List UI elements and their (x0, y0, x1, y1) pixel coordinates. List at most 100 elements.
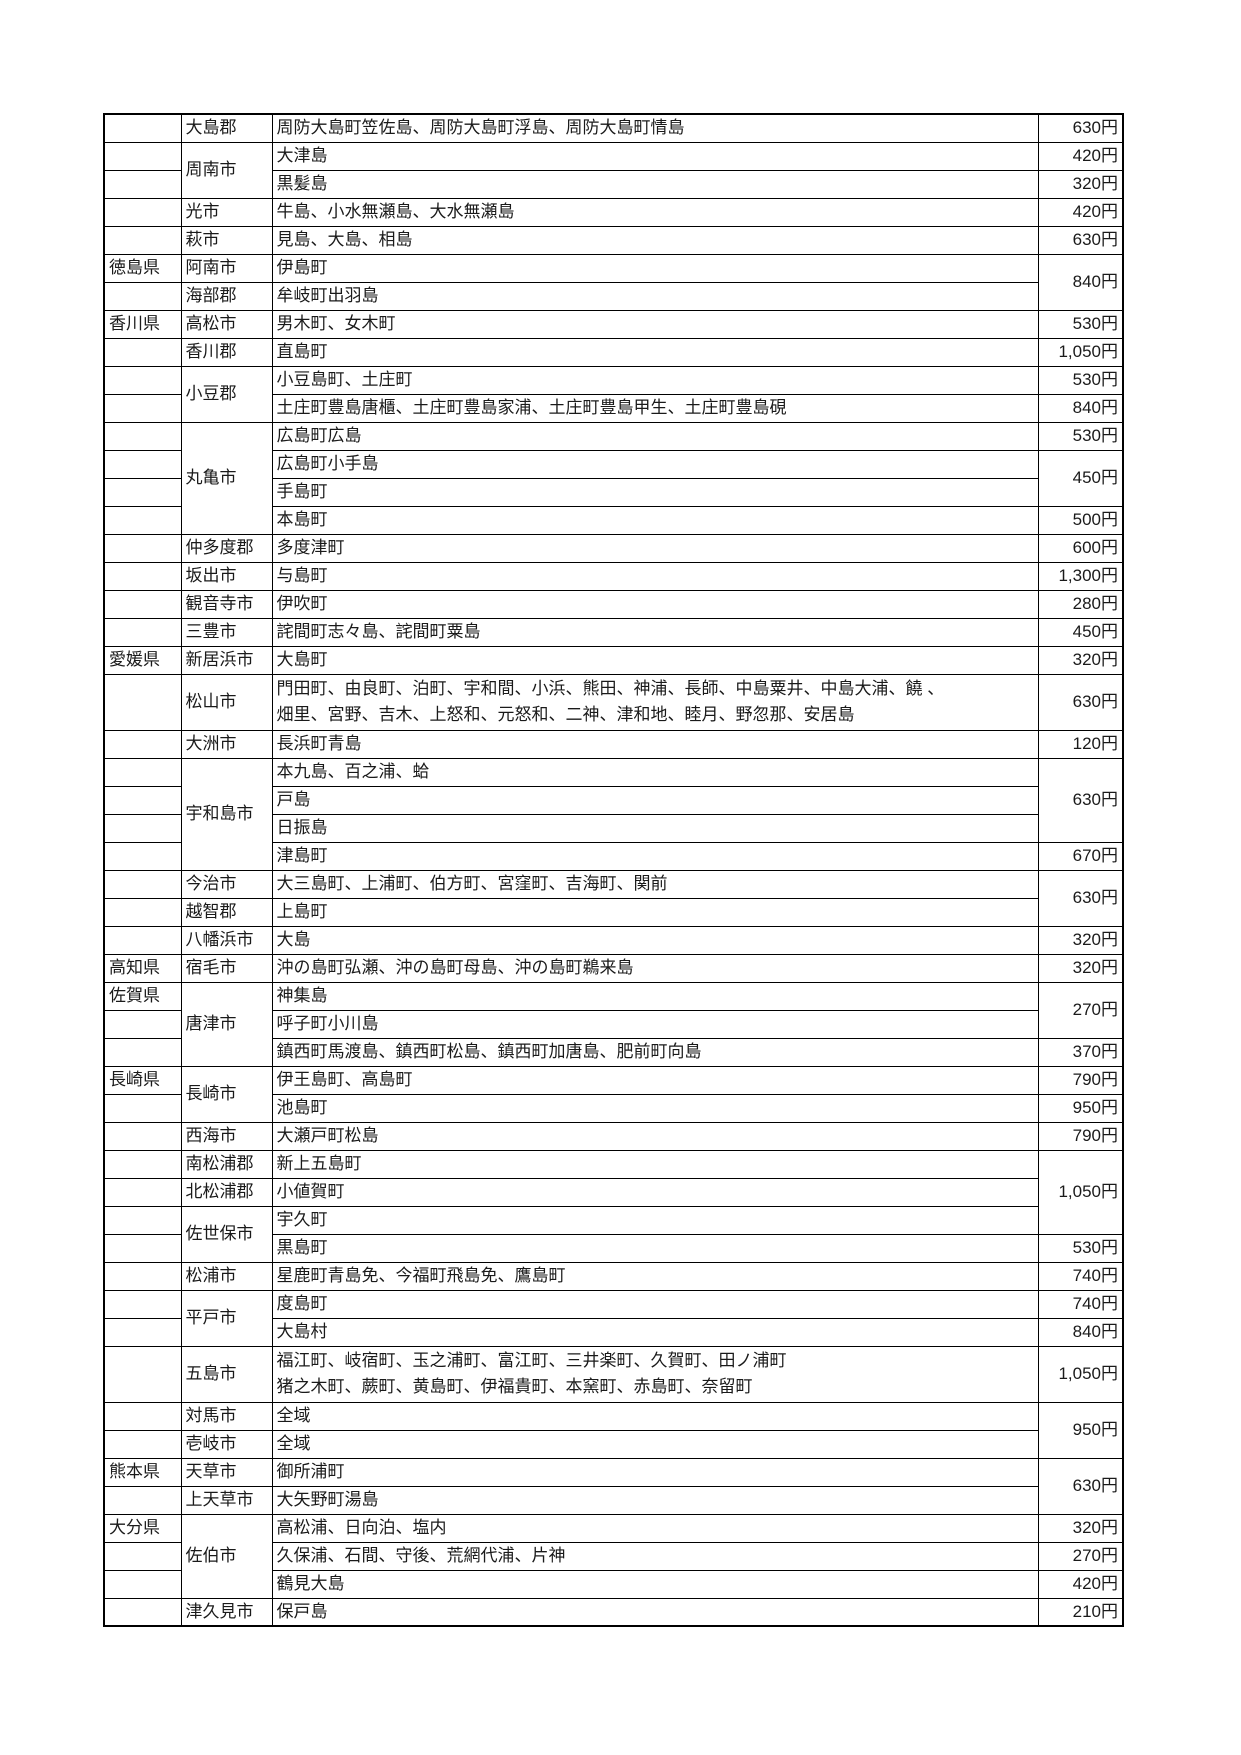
prefecture-cell (103, 729, 182, 759)
fee-cell: 1,050円 (1037, 1149, 1124, 1235)
prefecture-cell (103, 617, 182, 647)
prefecture-cell (103, 1429, 182, 1459)
table-row: 五島市 福江町、岐宿町、玉之浦町、富江町、三井楽町、久賀町、田ノ浦町 猪之木町、蕨… (103, 1345, 1124, 1403)
city-cell: 唐津市 (180, 981, 273, 1067)
prefecture-cell (103, 925, 182, 955)
islands-cell: 大矢野町湯島 (271, 1485, 1039, 1515)
islands-cell: 保戸島 (271, 1597, 1039, 1627)
islands-cell: 伊島町 (271, 253, 1039, 283)
fee-cell: 530円 (1037, 421, 1124, 451)
table-row: 佐世保市 宇久町 (103, 1205, 1123, 1263)
city-cell: 今治市 (180, 869, 273, 899)
fee-cell: 420円 (1037, 141, 1124, 171)
prefecture-cell (103, 1597, 182, 1627)
islands-cell: 見島、大島、相島 (271, 225, 1039, 255)
prefecture-cell (103, 1121, 182, 1151)
prefecture-cell: 長崎県 (103, 1065, 182, 1095)
islands-cell: 小豆島町、土庄町 (271, 365, 1039, 395)
city-cell: 松山市 (180, 673, 273, 731)
city-cell: 周南市 (180, 141, 273, 199)
fee-cell: 320円 (1037, 953, 1124, 983)
table-row: 光市 牛島、小水無瀬島、大水無瀬島 420円 (103, 197, 1124, 227)
city-cell: 光市 (180, 197, 273, 227)
fee-cell: 420円 (1037, 1569, 1124, 1599)
islands-cell: 鶴見大島 (271, 1569, 1039, 1599)
city-cell: 松浦市 (180, 1261, 273, 1291)
prefecture-cell (103, 449, 182, 479)
islands-cell: 門田町、由良町、泊町、宇和間、小浜、熊田、神浦、長師、中島粟井、中島大浦、饒 、… (271, 673, 1039, 731)
city-cell: 宿毛市 (180, 953, 273, 983)
fee-cell: 500円 (1037, 505, 1124, 535)
table-row: 上天草市 大矢野町湯島 (103, 1485, 1123, 1515)
islands-cell: 大瀬戸町松島 (271, 1121, 1039, 1151)
fee-cell: 320円 (1037, 925, 1124, 955)
islands-cell: 黒髪島 (271, 169, 1039, 199)
table-row: 大島郡 周防大島町笠佐島、周防大島町浮島、周防大島町情島 630円 (103, 113, 1124, 143)
prefecture-cell (103, 533, 182, 563)
islands-cell: 本島町 (271, 505, 1039, 535)
city-cell: 南松浦郡 (180, 1149, 273, 1179)
prefecture-cell (103, 281, 182, 311)
city-cell: 海部郡 (180, 281, 273, 311)
prefecture-cell (103, 365, 182, 395)
table-row: 徳島県 阿南市 伊島町 840円 (103, 253, 1124, 311)
prefecture-cell (103, 1485, 182, 1515)
islands-cell: 久保浦、石間、守後、荒網代浦、片神 (271, 1541, 1039, 1571)
table-row: 松浦市 星鹿町青島免、今福町飛島免、鷹島町 740円 (103, 1261, 1124, 1291)
table-row: 津島町 670円 (103, 841, 1124, 871)
islands-cell: 戸島 (271, 785, 1039, 815)
prefecture-cell (103, 337, 182, 367)
city-cell: 八幡浜市 (180, 925, 273, 955)
islands-cell: 全域 (271, 1401, 1039, 1431)
islands-cell: 土庄町豊島唐櫃、土庄町豊島家浦、土庄町豊島甲生、土庄町豊島硯 (271, 393, 1039, 423)
fee-cell: 1,050円 (1037, 337, 1124, 367)
prefecture-cell (103, 1177, 182, 1207)
fee-cell: 530円 (1037, 365, 1124, 395)
prefecture-cell (103, 1233, 182, 1263)
table-row: 越智郡 上島町 (103, 897, 1123, 927)
prefecture-cell (103, 393, 182, 423)
prefecture-cell (103, 1345, 182, 1403)
table-body: 大島郡 周防大島町笠佐島、周防大島町浮島、周防大島町情島 630円 周南市 大津島 420… (103, 113, 1124, 1627)
city-cell: 壱岐市 (180, 1429, 273, 1459)
city-cell: 津久見市 (180, 1597, 273, 1627)
table-row: 戸島 (103, 785, 1123, 815)
table-row: 大洲市 長浜町青島 120円 (103, 729, 1124, 759)
islands-cell: 本九島、百之浦、蛤 (271, 757, 1039, 787)
table-row: 高知県 宿毛市 沖の島町弘瀬、沖の島町母島、沖の島町鵜来島 320円 (103, 953, 1124, 983)
city-cell: 大洲市 (180, 729, 273, 759)
islands-cell: 沖の島町弘瀬、沖の島町母島、沖の島町鵜来島 (271, 953, 1039, 983)
prefecture-cell (103, 1541, 182, 1571)
city-cell: 宇和島市 (180, 757, 273, 871)
city-cell: 上天草市 (180, 1485, 273, 1515)
table-row: 周南市 大津島 420円 (103, 141, 1124, 199)
islands-cell: 長浜町青島 (271, 729, 1039, 759)
city-cell: 長崎市 (180, 1065, 273, 1123)
fee-cell: 630円 (1037, 225, 1124, 255)
fee-cell: 210円 (1037, 1597, 1124, 1627)
islands-cell: 広島町広島 (271, 421, 1039, 451)
fee-cell: 450円 (1037, 617, 1124, 647)
table-row: 平戸市 度島町 740円 (103, 1289, 1124, 1347)
fee-cell: 740円 (1037, 1289, 1124, 1319)
islands-cell: 度島町 (271, 1289, 1039, 1319)
islands-cell: 大津島 (271, 141, 1039, 171)
table-row: 大分県 佐伯市 高松浦、日向泊、塩内 320円 (103, 1513, 1124, 1599)
islands-cell: 星鹿町青島免、今福町飛島免、鷹島町 (271, 1261, 1039, 1291)
table-row: 鶴見大島 420円 (103, 1569, 1124, 1599)
table-row: 佐賀県 唐津市 神集島 270円 (103, 981, 1124, 1067)
table-row: 大島村 840円 (103, 1317, 1124, 1347)
islands-cell: 鎮西町馬渡島、鎮西町松島、鎮西町加唐島、肥前町向島 (271, 1037, 1039, 1067)
fee-cell: 790円 (1037, 1121, 1124, 1151)
table-row: 萩市 見島、大島、相島 630円 (103, 225, 1124, 255)
prefecture-cell (103, 1261, 182, 1291)
fee-cell: 840円 (1037, 253, 1124, 311)
city-cell: 平戸市 (180, 1289, 273, 1347)
prefecture-cell (103, 1401, 182, 1431)
city-cell: 坂出市 (180, 561, 273, 591)
prefecture-cell (103, 1289, 182, 1319)
islands-cell: 大島町 (271, 645, 1039, 675)
fee-cell: 450円 (1037, 449, 1124, 507)
table-row: 長崎県 長崎市 伊王島町、高島町 790円 (103, 1065, 1124, 1123)
table-row: 手島町 (103, 477, 1123, 507)
